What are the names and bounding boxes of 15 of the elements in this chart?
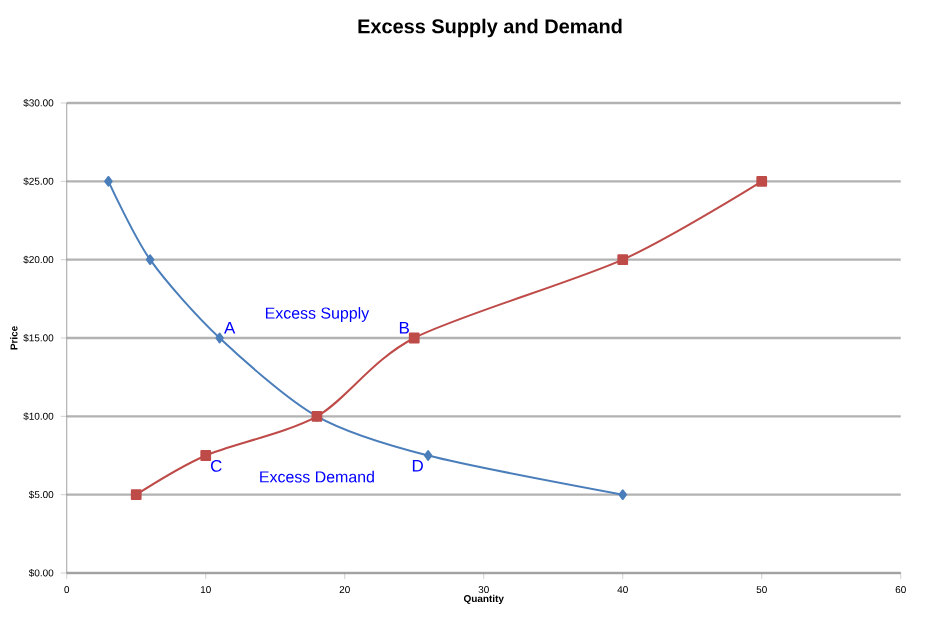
point — [145, 254, 155, 266]
point — [618, 489, 628, 501]
point — [617, 254, 629, 266]
point — [215, 332, 224, 344]
point — [423, 450, 433, 461]
annotation: D — [412, 459, 423, 472]
point — [408, 332, 420, 344]
chart-title: Excess Supply and Demand — [358, 18, 622, 38]
annotation: B — [399, 321, 409, 334]
point — [756, 175, 768, 187]
point — [104, 175, 113, 187]
point — [200, 450, 212, 461]
annotation: C — [210, 459, 222, 472]
annotation: A — [224, 321, 236, 334]
point — [130, 489, 142, 501]
